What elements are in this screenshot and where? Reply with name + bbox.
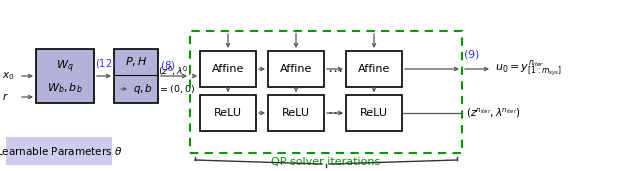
Text: $(12)$: $(12)$ (95, 57, 116, 70)
Text: Repeat $n_{\rm iter}$ times: Repeat $n_{\rm iter}$ times (280, 169, 372, 171)
FancyBboxPatch shape (200, 95, 256, 131)
Text: $P, H$: $P, H$ (125, 55, 147, 68)
Text: $u_0 = y^{n_{iter}}_{[1:m_{sys}]}$: $u_0 = y^{n_{iter}}_{[1:m_{sys}]}$ (495, 59, 563, 79)
Text: ReLU: ReLU (360, 108, 388, 118)
Text: $W_b, b_b$: $W_b, b_b$ (47, 81, 83, 95)
Text: $q, b$: $q, b$ (133, 82, 153, 96)
FancyBboxPatch shape (346, 51, 402, 87)
Text: ReLU: ReLU (214, 108, 242, 118)
Text: Affine: Affine (280, 64, 312, 74)
Text: $(z^0, \lambda^0)$: $(z^0, \lambda^0)$ (158, 64, 192, 78)
Text: $\cdots$: $\cdots$ (327, 103, 342, 119)
FancyBboxPatch shape (268, 51, 324, 87)
Text: $(z^{n_{iter}}, \lambda^{n_{iter}})$: $(z^{n_{iter}}, \lambda^{n_{iter}})$ (466, 106, 521, 120)
FancyBboxPatch shape (114, 49, 158, 103)
FancyBboxPatch shape (36, 49, 94, 103)
FancyBboxPatch shape (200, 51, 256, 87)
FancyBboxPatch shape (346, 95, 402, 131)
Text: $\cdots$: $\cdots$ (327, 62, 342, 76)
Text: $W_q$: $W_q$ (56, 59, 74, 75)
Text: $(9)$: $(9)$ (463, 49, 480, 62)
FancyBboxPatch shape (6, 137, 112, 165)
FancyBboxPatch shape (268, 95, 324, 131)
Text: QP solver iterations: QP solver iterations (271, 157, 381, 167)
Text: $(8)$: $(8)$ (160, 60, 176, 73)
Text: Affine: Affine (358, 64, 390, 74)
Text: $x_0$: $x_0$ (2, 70, 15, 82)
Text: ReLU: ReLU (282, 108, 310, 118)
Text: $= (0,0)$: $= (0,0)$ (158, 83, 195, 95)
Text: Affine: Affine (212, 64, 244, 74)
Text: $r$: $r$ (2, 91, 9, 102)
Text: Learnable Parameters $\theta$: Learnable Parameters $\theta$ (0, 145, 122, 157)
